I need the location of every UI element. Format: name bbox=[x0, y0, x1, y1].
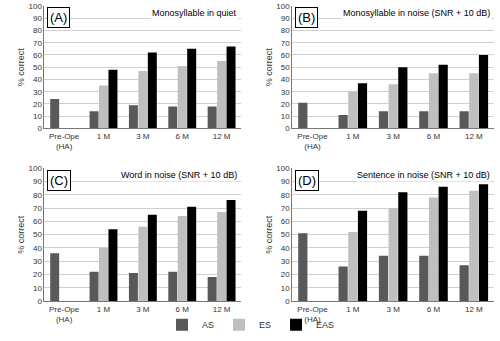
svg-text:40: 40 bbox=[33, 244, 42, 253]
svg-text:0: 0 bbox=[285, 297, 290, 306]
svg-text:Monosyllable in noise (SNR + 1: Monosyllable in noise (SNR + 10 dB) bbox=[343, 8, 490, 18]
svg-text:Pre-Ope(HA): Pre-Ope(HA) bbox=[49, 305, 80, 324]
svg-text:50: 50 bbox=[33, 63, 42, 72]
svg-text:12 M: 12 M bbox=[213, 305, 231, 314]
svg-text:Pre-Ope(HA): Pre-Ope(HA) bbox=[49, 132, 80, 151]
svg-text:3 M: 3 M bbox=[386, 305, 400, 314]
svg-text:Pre-Ope(HA): Pre-Ope(HA) bbox=[297, 132, 328, 151]
svg-text:20: 20 bbox=[281, 270, 290, 279]
svg-text:80: 80 bbox=[33, 191, 42, 200]
svg-text:100: 100 bbox=[276, 2, 290, 11]
svg-text:1 M: 1 M bbox=[97, 305, 111, 314]
svg-text:1 M: 1 M bbox=[346, 305, 360, 314]
svg-text:12 M: 12 M bbox=[213, 132, 231, 141]
svg-text:20: 20 bbox=[281, 100, 290, 109]
svg-text:20: 20 bbox=[33, 270, 42, 279]
svg-text:70: 70 bbox=[33, 39, 42, 48]
svg-text:12 M: 12 M bbox=[465, 132, 483, 141]
svg-text:30: 30 bbox=[281, 257, 290, 266]
svg-text:% correct: % correct bbox=[16, 48, 26, 87]
svg-text:50: 50 bbox=[33, 230, 42, 239]
svg-text:90: 90 bbox=[281, 177, 290, 186]
svg-text:EAS: EAS bbox=[316, 320, 334, 330]
svg-text:60: 60 bbox=[33, 217, 42, 226]
svg-text:ES: ES bbox=[259, 320, 271, 330]
svg-text:70: 70 bbox=[281, 39, 290, 48]
svg-text:(D): (D) bbox=[298, 173, 316, 188]
svg-text:% correct: % correct bbox=[16, 215, 26, 254]
svg-text:(C): (C) bbox=[50, 173, 68, 188]
svg-text:90: 90 bbox=[33, 177, 42, 186]
html-text:(HA): (HA) bbox=[304, 315, 321, 324]
svg-text:6 M: 6 M bbox=[427, 305, 441, 314]
svg-text:50: 50 bbox=[281, 230, 290, 239]
svg-text:12 M: 12 M bbox=[465, 305, 483, 314]
svg-text:100: 100 bbox=[276, 164, 290, 173]
svg-text:70: 70 bbox=[281, 204, 290, 213]
svg-text:3 M: 3 M bbox=[136, 305, 150, 314]
svg-text:6 M: 6 M bbox=[176, 305, 190, 314]
html-text:Pre-Ope: Pre-Ope bbox=[297, 304, 328, 314]
svg-text:20: 20 bbox=[33, 100, 42, 109]
svg-text:30: 30 bbox=[33, 257, 42, 266]
svg-text:Monosyllable in quiet: Monosyllable in quiet bbox=[152, 8, 237, 18]
svg-text:90: 90 bbox=[281, 14, 290, 23]
svg-text:80: 80 bbox=[33, 26, 42, 35]
svg-text:50: 50 bbox=[281, 63, 290, 72]
svg-text:1 M: 1 M bbox=[97, 132, 111, 141]
svg-text:% correct: % correct bbox=[264, 48, 274, 87]
svg-text:0: 0 bbox=[285, 124, 290, 133]
svg-text:10: 10 bbox=[33, 112, 42, 121]
svg-text:100: 100 bbox=[28, 2, 42, 11]
svg-text:80: 80 bbox=[281, 191, 290, 200]
svg-text:90: 90 bbox=[33, 14, 42, 23]
svg-text:% correct: % correct bbox=[264, 215, 274, 254]
svg-text:60: 60 bbox=[33, 51, 42, 60]
svg-text:0: 0 bbox=[37, 124, 42, 133]
svg-text:40: 40 bbox=[281, 75, 290, 84]
svg-text:Sentence in noise (SNR + 10 dB: Sentence in noise (SNR + 10 dB) bbox=[357, 170, 490, 180]
svg-text:40: 40 bbox=[33, 75, 42, 84]
svg-text:6 M: 6 M bbox=[176, 132, 190, 141]
svg-text:6 M: 6 M bbox=[427, 132, 441, 141]
svg-text:10: 10 bbox=[33, 284, 42, 293]
svg-text:1 M: 1 M bbox=[346, 132, 360, 141]
svg-text:10: 10 bbox=[281, 284, 290, 293]
svg-text:(B): (B) bbox=[298, 10, 315, 25]
svg-text:100: 100 bbox=[28, 164, 42, 173]
svg-text:60: 60 bbox=[281, 51, 290, 60]
svg-text:30: 30 bbox=[281, 88, 290, 97]
svg-text:30: 30 bbox=[33, 88, 42, 97]
svg-text:3 M: 3 M bbox=[136, 132, 150, 141]
svg-text:80: 80 bbox=[281, 26, 290, 35]
svg-text:Word in noise (SNR + 10 dB): Word in noise (SNR + 10 dB) bbox=[121, 170, 237, 180]
svg-text:10: 10 bbox=[281, 112, 290, 121]
svg-text:(A): (A) bbox=[50, 10, 67, 25]
svg-text:AS: AS bbox=[202, 320, 214, 330]
svg-text:40: 40 bbox=[281, 244, 290, 253]
svg-text:3 M: 3 M bbox=[386, 132, 400, 141]
svg-text:60: 60 bbox=[281, 217, 290, 226]
svg-text:0: 0 bbox=[37, 297, 42, 306]
svg-text:70: 70 bbox=[33, 204, 42, 213]
